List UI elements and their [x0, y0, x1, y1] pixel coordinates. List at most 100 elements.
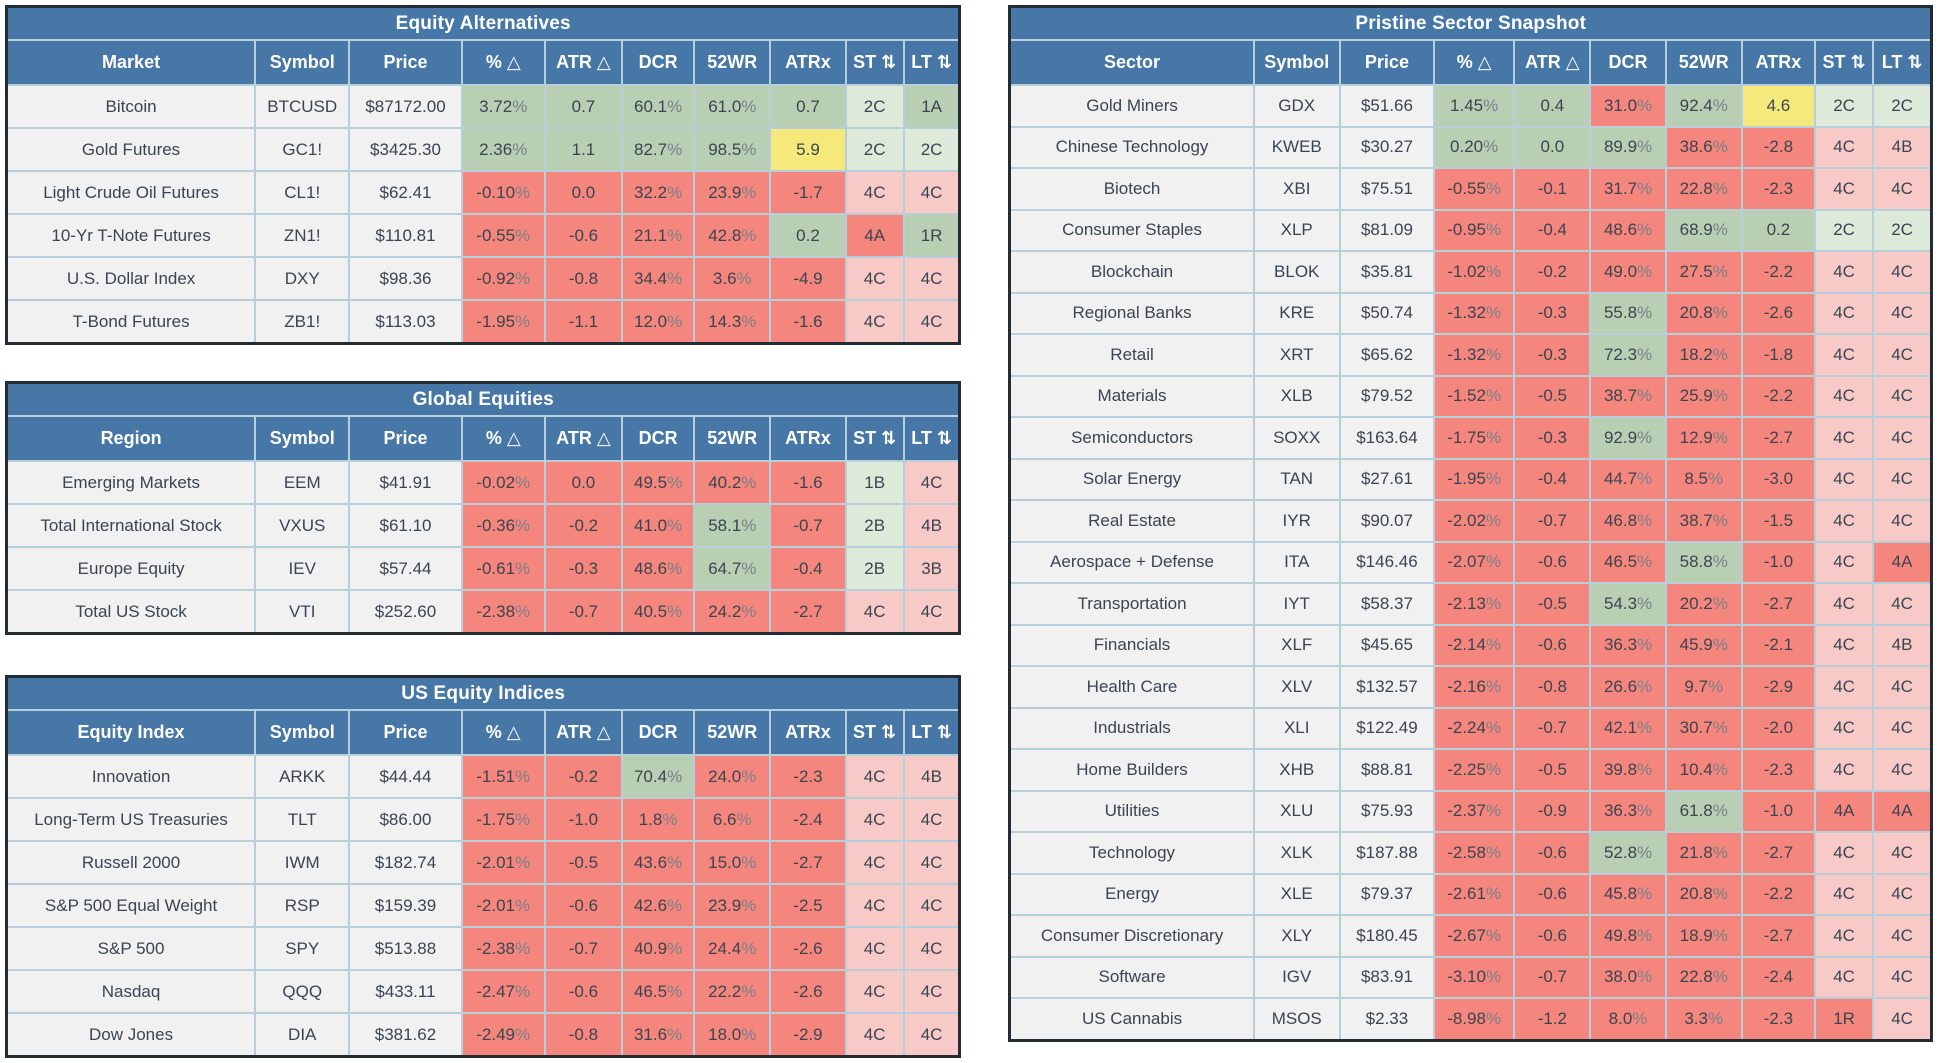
- symbol-cell: XRT: [1252, 333, 1341, 377]
- atrx-cell: -1.6: [769, 460, 847, 505]
- column-header-market: Market: [5, 39, 257, 86]
- dcr-cell: 49.8%: [1589, 914, 1667, 958]
- lt-grade-cell: 1A: [902, 84, 961, 129]
- name-cell: Blockchain: [1008, 250, 1255, 294]
- dcr-cell: 46.8%: [1589, 499, 1667, 543]
- 52wr-cell: 20.8%: [1664, 291, 1743, 335]
- symbol-cell: KRE: [1252, 291, 1341, 335]
- column-header-dcr: DCR: [621, 415, 696, 462]
- pct-change-cell: -8.98%: [1433, 997, 1516, 1041]
- st-grade-cell: 1R: [1814, 997, 1875, 1041]
- dcr-cell: 89.9%: [1589, 125, 1667, 169]
- atr-change-cell: -1.0: [543, 797, 623, 842]
- name-cell: Emerging Markets: [5, 460, 257, 505]
- dcr-cell: 39.8%: [1589, 748, 1667, 792]
- pct-change-cell: -0.95%: [1433, 208, 1516, 252]
- column-header-st[interactable]: ST ⇅: [844, 415, 905, 462]
- 52wr-cell: 92.4%: [1664, 84, 1743, 128]
- atr-change-cell: -0.5: [1513, 374, 1592, 418]
- atr-change-cell: -0.7: [543, 589, 624, 635]
- symbol-cell: XLV: [1252, 665, 1341, 709]
- 52wr-cell: 42.8%: [693, 213, 772, 258]
- pct-change-cell: -0.10%: [460, 170, 546, 215]
- lt-grade-cell: 1R: [902, 213, 961, 258]
- st-grade-cell: 4A: [1814, 789, 1875, 833]
- table-row: Total US Stock VTI $252.60 -2.38% -0.7 40.5% 2…: [5, 589, 961, 635]
- column-header-lt[interactable]: LT ⇅: [1872, 39, 1933, 86]
- table-row: Russell 2000 IWM $182.74 -2.01% -0.5 43.6% 15.…: [5, 840, 961, 885]
- st-grade-cell: 4C: [844, 170, 905, 215]
- symbol-cell: ZN1!: [254, 213, 351, 258]
- 52wr-cell: 23.9%: [693, 170, 772, 215]
- column-header-delta: % △: [460, 39, 546, 86]
- name-cell: Industrials: [1008, 706, 1255, 750]
- table-row: Emerging Markets EEM $41.91 -0.02% 0.0 49.5% 4…: [5, 460, 961, 505]
- pct-change-cell: -2.49%: [460, 1012, 546, 1058]
- price-cell: $87172.00: [348, 84, 463, 129]
- symbol-cell: XLK: [1252, 831, 1341, 875]
- table-row: Home Builders XHB $88.81 -2.25% -0.5 39.8% 10.…: [1008, 748, 1933, 792]
- st-grade-cell: 4C: [1814, 831, 1875, 875]
- name-cell: Biotech: [1008, 167, 1255, 211]
- st-grade-cell: 4C: [844, 754, 905, 799]
- dcr-cell: 43.6%: [620, 840, 696, 885]
- column-header-st[interactable]: ST ⇅: [844, 39, 905, 86]
- st-grade-cell: 4C: [844, 589, 905, 635]
- 52wr-cell: 30.7%: [1664, 706, 1743, 750]
- atr-change-cell: -0.7: [1513, 706, 1592, 750]
- left-table-stack: Equity Alternatives Market Symbol Price% △…: [5, 5, 962, 1058]
- lt-grade-cell: 4C: [1872, 582, 1933, 626]
- table-row: Technology XLK $187.88 -2.58% -0.6 52.8% 21.8%…: [1008, 831, 1933, 875]
- column-header-symbol: Symbol: [254, 39, 351, 86]
- lt-grade-cell: 2C: [902, 127, 961, 172]
- pct-change-cell: -2.38%: [460, 589, 546, 635]
- column-header-st[interactable]: ST ⇅: [1814, 39, 1875, 86]
- table-row: Transportation IYT $58.37 -2.13% -0.5 54.3% 20…: [1008, 582, 1933, 626]
- 52wr-cell: 24.0%: [693, 754, 772, 799]
- lt-grade-cell: 4C: [902, 460, 961, 505]
- st-grade-cell: 2C: [1814, 84, 1875, 128]
- st-grade-cell: 4A: [844, 213, 905, 258]
- name-cell: S&P 500: [5, 926, 257, 971]
- atr-change-cell: -1.2: [1513, 997, 1592, 1041]
- st-grade-cell: 4C: [1814, 250, 1875, 294]
- symbol-cell: SOXX: [1252, 416, 1341, 460]
- lt-grade-cell: 4C: [1872, 997, 1933, 1041]
- table-row: Gold Futures GC1! $3425.30 2.36% 1.1 82.7% 98.…: [5, 127, 961, 172]
- symbol-cell: XHB: [1252, 748, 1341, 792]
- name-cell: Total US Stock: [5, 589, 257, 635]
- st-grade-cell: 4C: [844, 883, 905, 928]
- atrx-cell: 0.7: [769, 84, 847, 129]
- column-header-lt[interactable]: LT ⇅: [902, 709, 961, 756]
- atrx-cell: -2.3: [1740, 167, 1817, 211]
- pct-change-cell: 2.36%: [460, 127, 546, 172]
- table-row: U.S. Dollar Index DXY $98.36 -0.92% -0.8 34.4…: [5, 256, 961, 301]
- name-cell: Utilities: [1008, 789, 1255, 833]
- column-header-st[interactable]: ST ⇅: [844, 709, 905, 756]
- 52wr-cell: 23.9%: [693, 883, 772, 928]
- table-row: Solar Energy TAN $27.61 -1.95% -0.4 44.7% 8.5%…: [1008, 457, 1933, 501]
- price-cell: $163.64: [1338, 416, 1436, 460]
- dcr-cell: 46.5%: [1589, 540, 1667, 584]
- atr-change-cell: -0.1: [1513, 167, 1592, 211]
- symbol-cell: IWM: [254, 840, 351, 885]
- table-row: US Cannabis MSOS $2.33 -8.98% -1.2 8.0% 3.3% -2…: [1008, 997, 1933, 1041]
- pct-change-cell: -2.38%: [460, 926, 546, 971]
- atr-change-cell: -0.3: [1513, 291, 1592, 335]
- symbol-cell: MSOS: [1252, 997, 1341, 1041]
- column-header-lt[interactable]: LT ⇅: [902, 415, 961, 462]
- dcr-cell: 44.7%: [1589, 457, 1667, 501]
- lt-grade-cell: 2C: [1872, 84, 1933, 128]
- 52wr-cell: 18.9%: [1664, 914, 1743, 958]
- table-title: Equity Alternatives: [5, 5, 961, 41]
- name-cell: Solar Energy: [1008, 457, 1255, 501]
- name-cell: Long-Term US Treasuries: [5, 797, 257, 842]
- column-header-52wr: 52WR: [1664, 39, 1743, 86]
- symbol-cell: XLB: [1252, 374, 1341, 418]
- name-cell: Transportation: [1008, 582, 1255, 626]
- st-grade-cell: 2B: [844, 546, 905, 591]
- pct-change-cell: -1.95%: [1433, 457, 1516, 501]
- column-header-lt[interactable]: LT ⇅: [902, 39, 961, 86]
- atr-change-cell: 0.0: [543, 170, 624, 215]
- pct-change-cell: -1.75%: [460, 797, 546, 842]
